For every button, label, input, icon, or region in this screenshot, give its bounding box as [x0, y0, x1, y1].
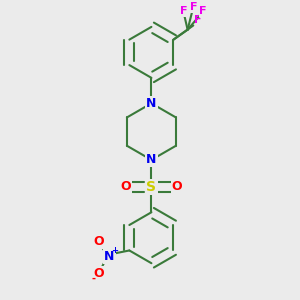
Text: O: O: [93, 267, 104, 280]
Text: N: N: [146, 97, 157, 110]
Text: S: S: [146, 180, 156, 194]
Text: F: F: [194, 15, 202, 25]
Text: O: O: [172, 180, 182, 193]
Text: -: -: [92, 274, 96, 284]
Text: F: F: [200, 6, 207, 16]
Text: O: O: [93, 236, 104, 248]
Text: N: N: [146, 153, 157, 167]
Text: N: N: [104, 250, 115, 262]
Text: F: F: [180, 6, 187, 16]
Text: F: F: [190, 2, 197, 12]
Text: O: O: [121, 180, 131, 193]
Text: +: +: [111, 246, 118, 255]
